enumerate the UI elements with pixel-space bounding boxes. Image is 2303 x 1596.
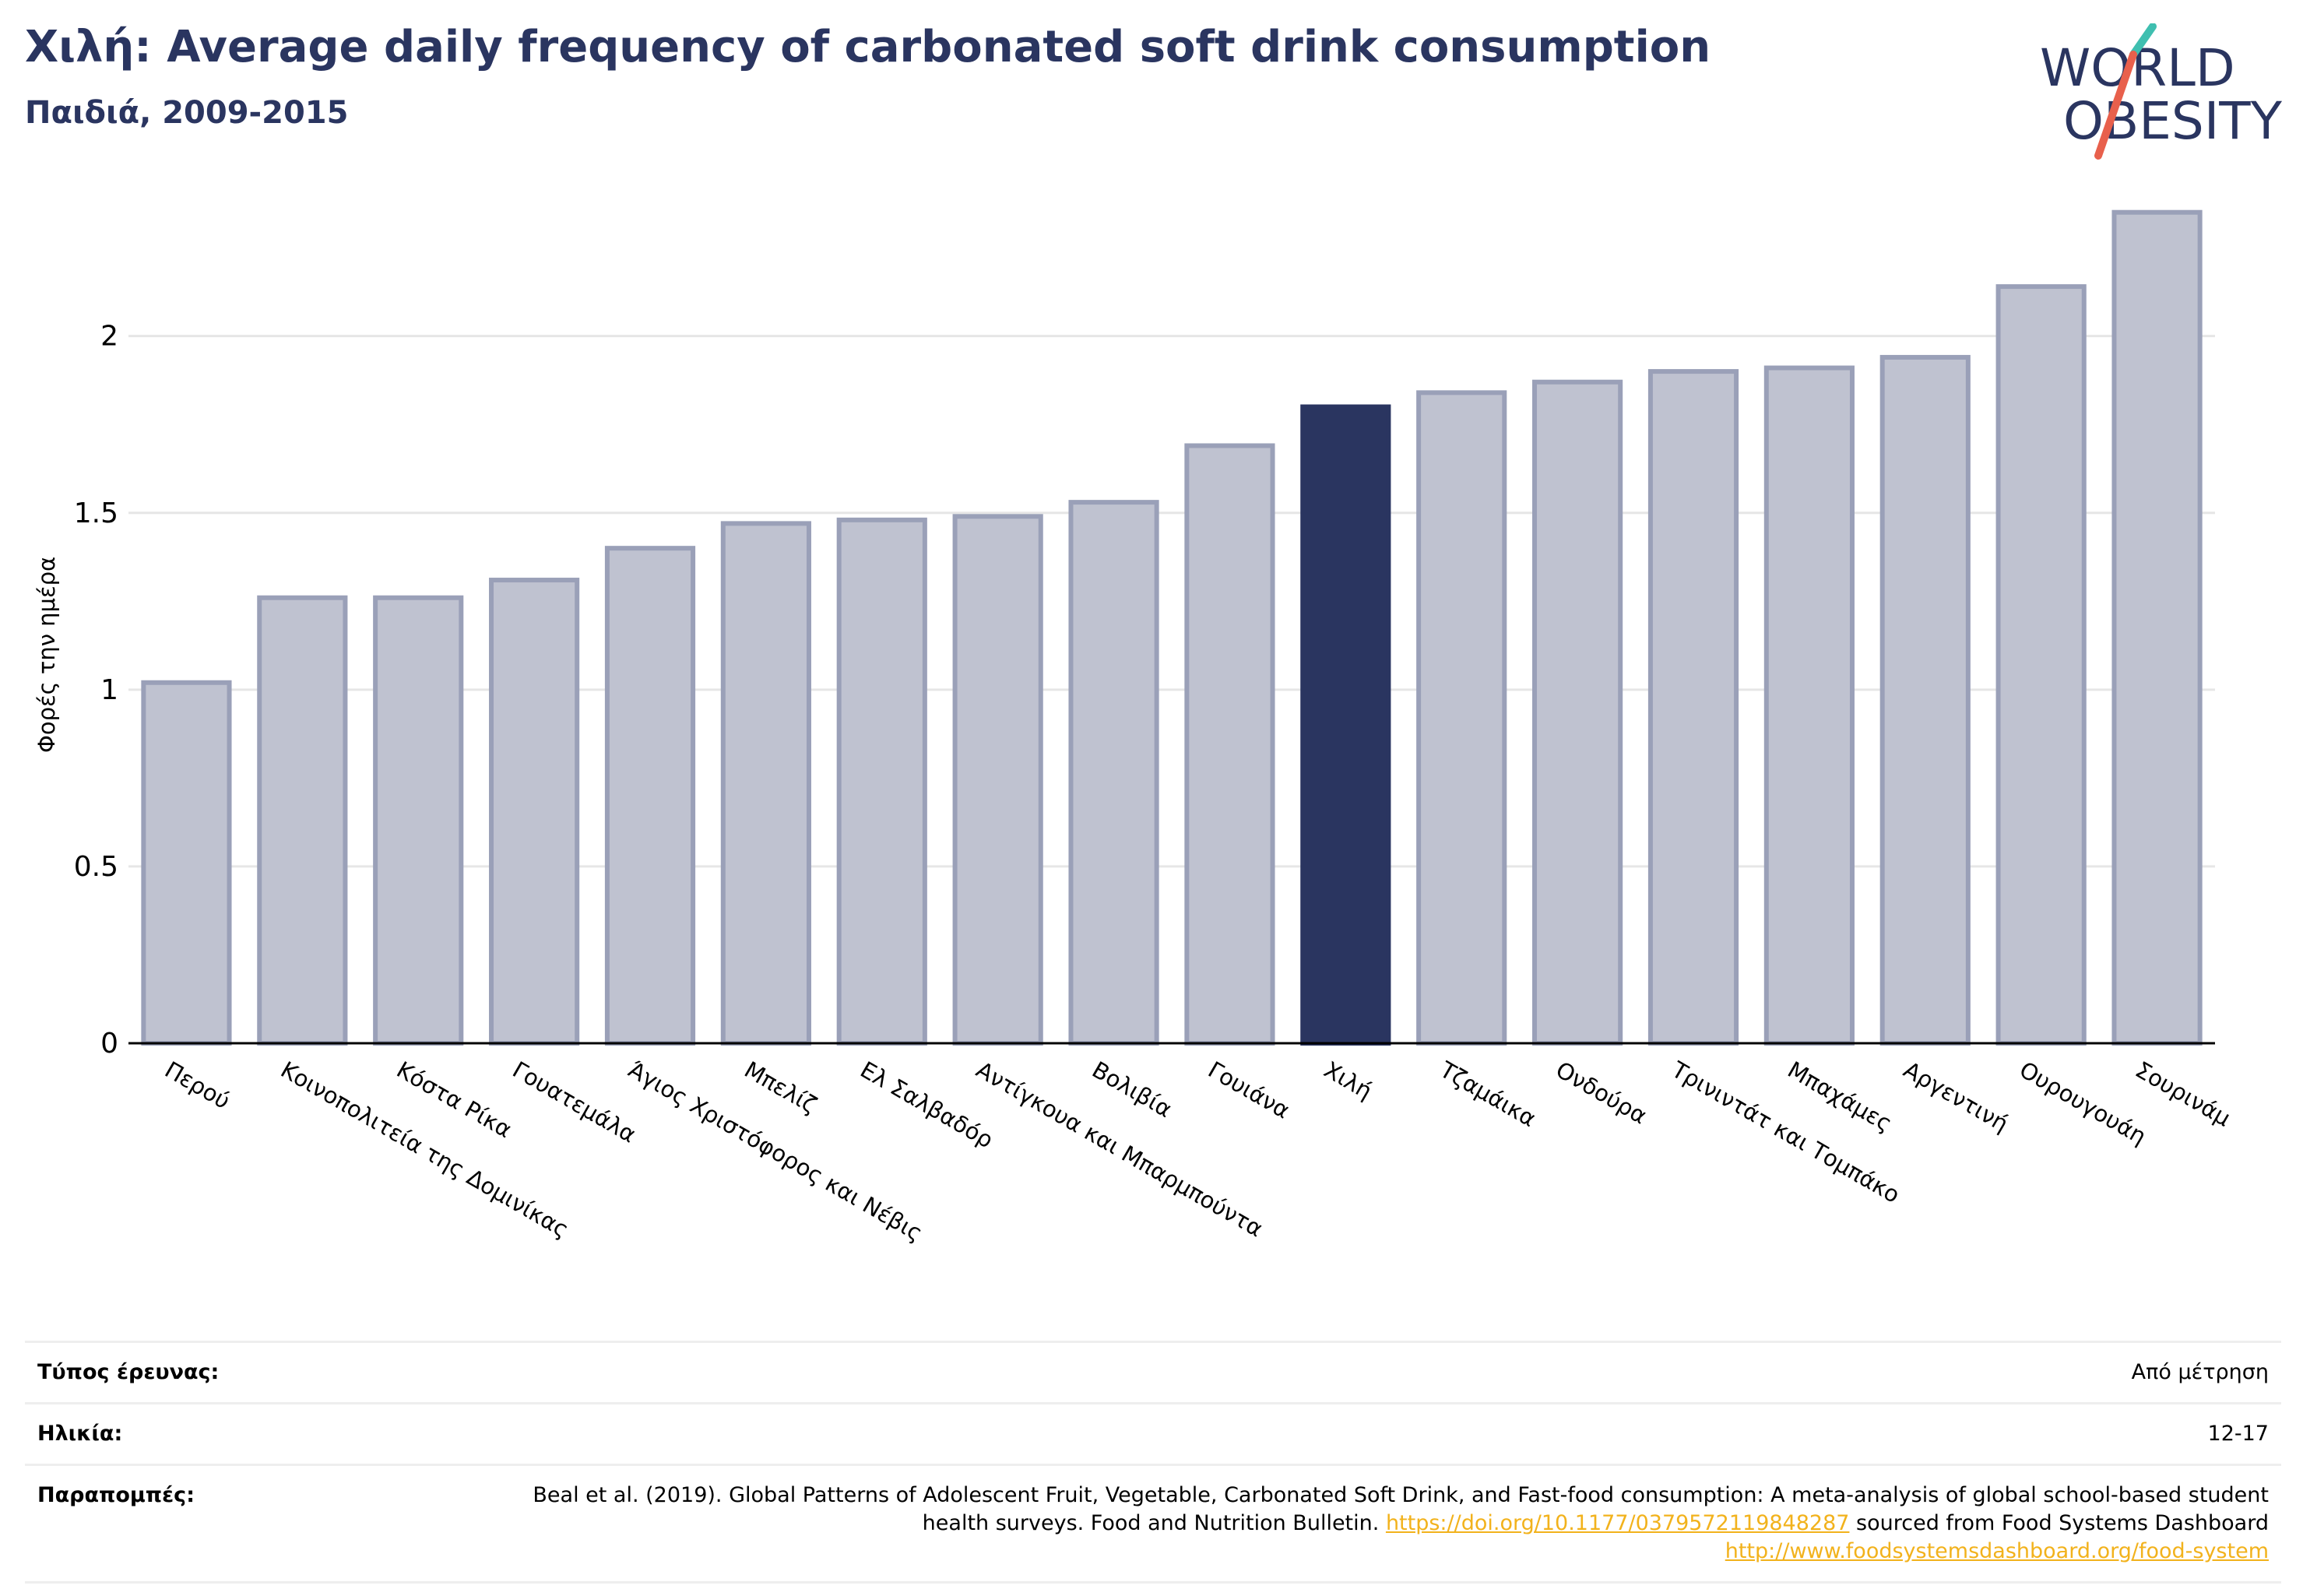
bar	[836, 517, 927, 1046]
chart-title: Χιλή: Average daily frequency of carbona…	[25, 22, 1711, 72]
bar	[373, 595, 464, 1046]
y-axis-label-wrap: Φορές την ημέρα	[31, 556, 62, 755]
bar	[1532, 379, 1623, 1046]
references-text-1: Beal et al. (2019). Global Patterns of A…	[533, 1483, 2269, 1535]
references-dashboard-link[interactable]: http://www.foodsystemsdashboard.org/food…	[1725, 1539, 2269, 1563]
x-tick-label: Γουιάνα	[1204, 1056, 1295, 1124]
logo-slash-teal	[2129, 23, 2157, 58]
y-tick-label: 1	[100, 674, 118, 706]
bar	[1068, 500, 1159, 1046]
age-label: Ηλικία:	[37, 1422, 123, 1446]
bar	[1416, 390, 1507, 1046]
references-value: Beal et al. (2019). Global Patterns of A…	[505, 1482, 2269, 1566]
references-text-2: sourced from Food Systems Dashboard	[1856, 1511, 2269, 1535]
info-row-age: Ηλικία: 12-17	[25, 1402, 2281, 1464]
bar	[2111, 209, 2203, 1046]
y-tick-label: 0.5	[74, 851, 118, 883]
bar	[1184, 443, 1275, 1046]
references-doi-link[interactable]: https://doi.org/10.1177/0379572119848287	[1385, 1511, 1850, 1535]
x-tick-label: Ουρουγουάη	[2015, 1056, 2150, 1150]
y-tick-label: 2	[100, 321, 118, 353]
y-axis-label: Φορές την ημέρα	[33, 556, 60, 753]
chart-subtitle: Παιδιά, 2009-2015	[25, 95, 349, 131]
bar	[1879, 354, 1971, 1046]
bar	[257, 595, 348, 1046]
info-row-references: Παραπομπές: Beal et al. (2019). Global P…	[25, 1464, 2281, 1584]
bar	[1995, 284, 2087, 1046]
bar	[141, 680, 232, 1046]
bar	[489, 578, 580, 1046]
x-tick-label: Γουατεμάλα	[508, 1056, 641, 1148]
x-tick-label: Τζαμάικα	[1435, 1056, 1541, 1132]
y-tick-label: 0	[100, 1028, 118, 1060]
y-tick-labels: 0 0.5 1 1.5 2	[74, 321, 118, 1060]
bar	[952, 514, 1043, 1046]
bars	[141, 209, 2203, 1046]
survey-type-label: Τύπος έρευνας:	[37, 1360, 220, 1384]
grid-lines	[128, 335, 2215, 868]
x-tick-label: Χιλή	[1320, 1056, 1377, 1105]
bar-chart: 0 0.5 1 1.5 2 Περού Κοινοπολιτεία της Δομινίκ…	[74, 209, 2235, 1246]
y-tick-label: 1.5	[74, 497, 118, 529]
bar	[720, 521, 811, 1046]
info-row-survey-type: Τύπος έρευνας: Από μέτρηση	[25, 1341, 2281, 1402]
x-tick-label: Περού	[160, 1056, 234, 1115]
logo-slash-red	[2094, 51, 2137, 160]
info-table: Τύπος έρευνας: Από μέτρηση Ηλικία: 12-17…	[25, 1341, 2281, 1584]
x-tick-label: Ονδούρα	[1552, 1056, 1652, 1130]
bar	[604, 546, 696, 1046]
bar	[1647, 369, 1739, 1046]
x-tick-label: Βολιβία	[1088, 1056, 1176, 1123]
x-tick-label: Μπελίζ	[740, 1056, 821, 1119]
x-tick-label: Σουρινάμ	[2131, 1056, 2235, 1132]
x-tick-label: Αργεντινή	[1899, 1056, 2013, 1137]
bar	[1300, 404, 1391, 1046]
references-label: Παραπομπές:	[37, 1483, 195, 1507]
survey-type-value: Από μέτρηση	[2131, 1360, 2269, 1384]
age-value: 12-17	[2207, 1422, 2269, 1446]
bar	[1763, 365, 1855, 1046]
world-obesity-logo: WORLD OBESITY	[2040, 23, 2283, 160]
